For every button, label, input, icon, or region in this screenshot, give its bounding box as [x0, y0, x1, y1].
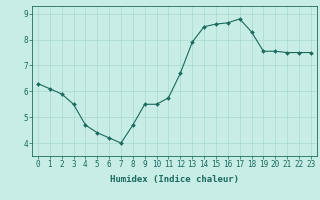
X-axis label: Humidex (Indice chaleur): Humidex (Indice chaleur): [110, 175, 239, 184]
